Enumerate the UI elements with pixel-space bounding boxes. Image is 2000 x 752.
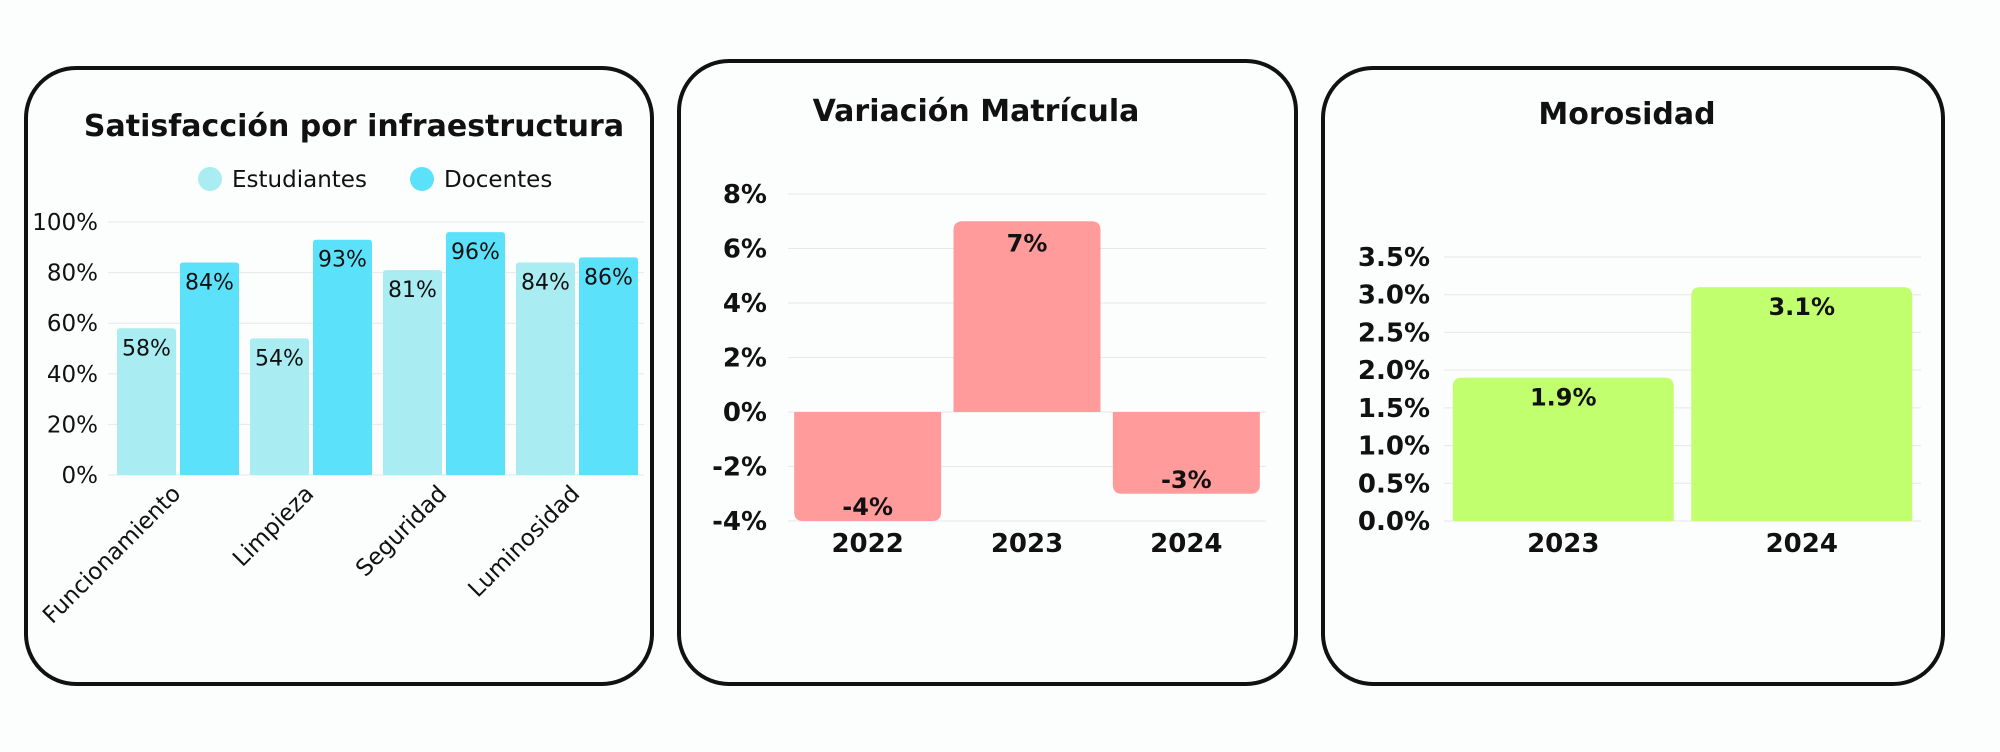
bar-docentes-seguridad — [446, 232, 505, 475]
bar-2022 — [794, 412, 942, 521]
y-tick-label: 4% — [723, 289, 767, 319]
x-tick-label: Limpieza — [228, 481, 319, 572]
bar-docentes-luminosidad — [579, 257, 638, 475]
y-tick-label: 2.0% — [1358, 356, 1430, 386]
y-tick-label: 0% — [723, 398, 767, 428]
bar-estudiantes-limpieza — [250, 338, 309, 475]
bar-estudiantes-luminosidad — [516, 262, 575, 475]
data-label: 84% — [185, 270, 234, 295]
bar-2024 — [1691, 287, 1913, 521]
data-label: 81% — [388, 278, 437, 303]
x-tick-label: 2022 — [831, 529, 903, 559]
y-tick-label: 0.0% — [1358, 507, 1430, 537]
bar-2023 — [953, 221, 1101, 412]
chart-title: Variación Matrícula — [813, 94, 1140, 129]
y-tick-label: 1.5% — [1358, 394, 1430, 424]
data-label: 84% — [521, 270, 570, 295]
data-label: 1.9% — [1530, 384, 1597, 412]
bar-docentes-limpieza — [313, 239, 372, 475]
y-tick-label: 8% — [723, 180, 767, 210]
y-tick-label: 80% — [47, 261, 98, 287]
enrollment-variation-chart: Variación Matrícula -4% 7% -3% -4% -2% 0% 2% 4… — [712, 94, 1266, 559]
y-tick-label: -2% — [712, 453, 767, 483]
enrollment-variation-panel: Variación Matrícula -4% 7% -3% -4% -2% 0% 2% 4… — [677, 59, 1298, 686]
data-label: 54% — [255, 346, 304, 371]
y-tick-label: 60% — [47, 311, 98, 337]
legend-label-docentes: Docentes — [444, 167, 552, 193]
bar-2023 — [1452, 377, 1674, 521]
y-tick-label: 100% — [32, 210, 98, 236]
chart-title: Morosidad — [1538, 97, 1715, 132]
data-label: 3.1% — [1768, 293, 1835, 321]
x-tick-label: 2024 — [1150, 529, 1222, 559]
delinquency-chart: Morosidad 1.9% 3.1% 0.0% 0.5% 1.0% 1.5% 2.0% 2… — [1358, 97, 1921, 559]
x-tick-label: 2023 — [991, 529, 1063, 559]
x-tick-label: Seguridad — [351, 481, 452, 582]
y-tick-label: -4% — [712, 507, 767, 537]
data-label: 93% — [318, 248, 367, 273]
delinquency-chart-panel: Morosidad 1.9% 3.1% 0.0% 0.5% 1.0% 1.5% 2.0% 2… — [1321, 66, 1945, 686]
y-tick-label: 1.0% — [1358, 432, 1430, 462]
bar-estudiantes-seguridad — [383, 270, 442, 475]
x-tick-label: Funcionamiento — [38, 481, 186, 629]
data-label: 86% — [584, 265, 633, 290]
satisfaction-chart-panel: Satisfacción por infraestructura Estudia… — [24, 66, 654, 686]
y-tick-label: 0% — [62, 463, 99, 489]
y-tick-label: 20% — [47, 412, 98, 438]
x-tick-label: Luminosidad — [464, 481, 586, 603]
legend-swatch-docentes — [410, 167, 434, 191]
bar-2024 — [1112, 412, 1260, 494]
bar-docentes-funcionamiento — [180, 262, 239, 475]
legend-swatch-estudiantes — [198, 167, 222, 191]
data-label: 58% — [122, 336, 171, 361]
y-tick-label: 2.5% — [1358, 318, 1430, 348]
y-tick-label: 2% — [723, 344, 767, 374]
data-label: 96% — [451, 240, 500, 265]
legend-label-estudiantes: Estudiantes — [232, 167, 367, 193]
y-tick-label: 6% — [723, 235, 767, 265]
x-tick-label: 2024 — [1766, 529, 1838, 559]
satisfaction-chart: Satisfacción por infraestructura Estudia… — [32, 109, 644, 629]
data-label: -3% — [1161, 466, 1212, 494]
y-tick-label: 0.5% — [1358, 469, 1430, 499]
y-tick-label: 3.5% — [1358, 243, 1430, 273]
data-label: -4% — [842, 493, 893, 521]
bar-estudiantes-funcionamiento — [117, 328, 176, 475]
data-label: 7% — [1007, 229, 1048, 257]
chart-title: Satisfacción por infraestructura — [84, 109, 624, 144]
y-tick-label: 40% — [47, 362, 98, 388]
x-tick-label: 2023 — [1527, 529, 1599, 559]
y-tick-label: 3.0% — [1358, 281, 1430, 311]
